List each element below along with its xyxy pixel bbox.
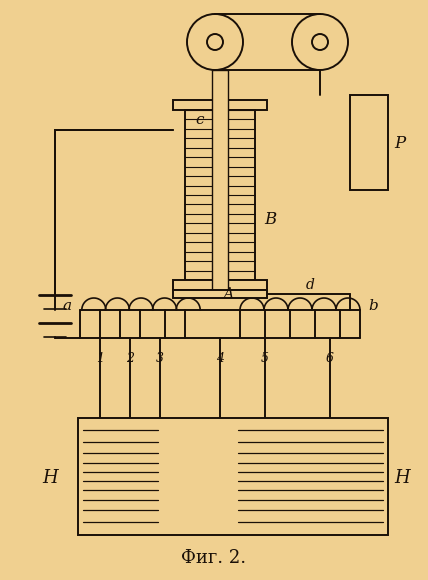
Bar: [173, 100, 267, 110]
Bar: [350, 95, 388, 190]
Text: 3: 3: [156, 351, 164, 364]
Text: A: A: [223, 287, 233, 301]
Text: 4: 4: [216, 351, 224, 364]
Circle shape: [312, 34, 328, 50]
Bar: [173, 280, 267, 290]
Text: 2: 2: [126, 351, 134, 364]
Text: H: H: [42, 469, 58, 487]
Text: c: c: [196, 113, 204, 127]
Circle shape: [207, 34, 223, 50]
Bar: [173, 290, 267, 298]
Bar: [212, 70, 228, 290]
Text: a: a: [63, 299, 72, 313]
Circle shape: [187, 14, 243, 70]
Text: 5: 5: [261, 351, 269, 364]
Text: 1: 1: [96, 351, 104, 364]
Circle shape: [292, 14, 348, 70]
Text: b: b: [368, 299, 378, 313]
Text: H: H: [394, 469, 410, 487]
Text: P: P: [395, 135, 406, 151]
Text: B: B: [264, 212, 276, 229]
Text: Фиг. 2.: Фиг. 2.: [181, 549, 247, 567]
Text: d: d: [306, 278, 315, 292]
Bar: [78, 418, 388, 535]
Text: 6: 6: [326, 351, 334, 364]
Bar: [185, 110, 255, 280]
